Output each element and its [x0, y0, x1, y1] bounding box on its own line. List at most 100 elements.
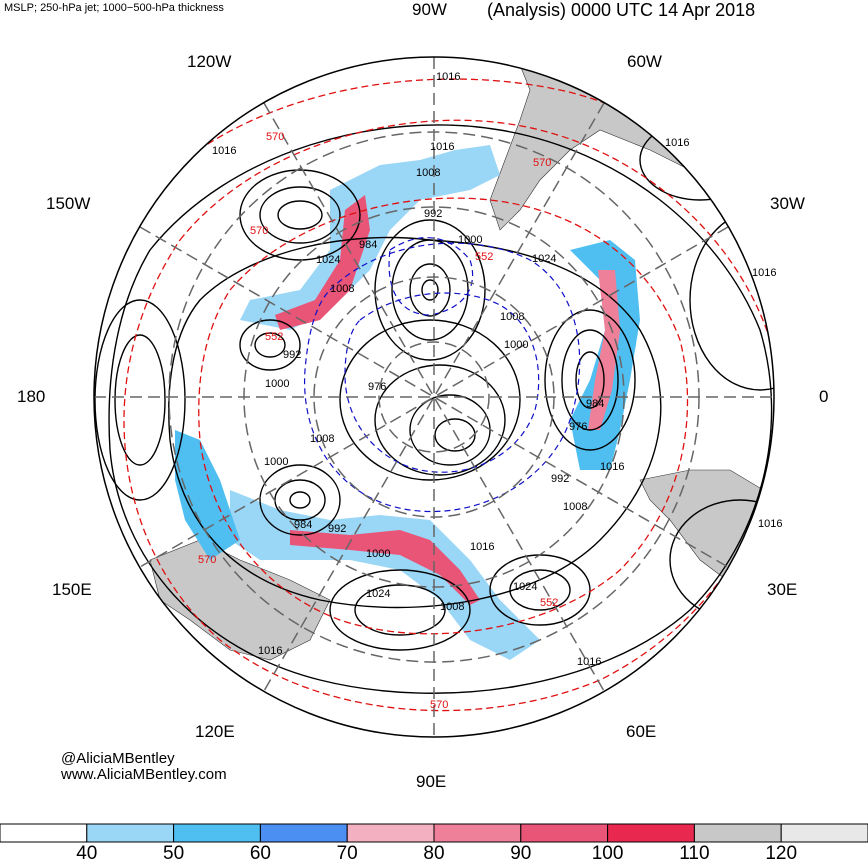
low-thickness-contour [303, 242, 581, 513]
jet-atlantic-core [588, 270, 620, 430]
pressure-label: 984 [359, 239, 377, 251]
colorbar-swatch [520, 823, 609, 843]
pressure-label: 992 [424, 208, 442, 220]
pressure-label: 1016 [436, 71, 460, 83]
mslp-contour [409, 394, 491, 466]
jet-speed-colorbar [0, 823, 868, 843]
pressure-label: 1024 [366, 588, 390, 600]
thickness-contour [123, 119, 774, 712]
colorbar-swatch [86, 823, 175, 843]
lon-label-120w: 120W [187, 52, 232, 71]
lon-label-120e: 120E [195, 722, 235, 741]
pressure-label: 1000 [264, 456, 288, 468]
pressure-label: 1016 [600, 461, 624, 473]
mslp-contour [434, 418, 476, 452]
colorbar-swatch [259, 823, 348, 843]
jet-siberia-core [290, 530, 480, 605]
pressure-label: 1000 [458, 234, 482, 246]
lon-label-150w: 150W [46, 194, 91, 213]
pressure-label: 1008 [440, 601, 464, 613]
latitude-circle [378, 341, 490, 453]
latitude-circle [243, 206, 625, 588]
colorbar-tick-label: 110 [679, 843, 710, 864]
mslp-contour [409, 263, 451, 317]
pressure-label: 1016 [752, 267, 776, 279]
credit-handle: @AliciaMBentley [61, 750, 175, 767]
colorbar-swatch [0, 823, 88, 843]
mslp-contour [277, 200, 323, 230]
low-thickness-contours [303, 237, 581, 513]
pressure-label: 1000 [265, 378, 289, 390]
pressure-label: 1016 [470, 541, 494, 553]
lon-label-30e: 30E [767, 580, 798, 599]
pressure-label: 1024 [532, 253, 556, 265]
mslp-contour [561, 329, 619, 431]
thickness-label: 570 [198, 554, 216, 566]
lon-label-0: 0 [819, 387, 829, 406]
pressure-label: 992 [551, 473, 569, 485]
lon-label-90w: 90W [412, 0, 447, 19]
map-title: (Analysis) 0000 UTC 14 Apr 2018 [487, 0, 756, 20]
mslp-contour [354, 584, 446, 636]
meridian-150w-30e [139, 226, 729, 568]
mslp-contour [289, 491, 311, 509]
mslp-contour [374, 364, 506, 476]
mslp-contour [339, 319, 521, 481]
colorbar-swatch [433, 823, 522, 843]
pressure-label: 1024 [513, 581, 537, 593]
pressure-label: 1016 [212, 145, 236, 157]
pressure-label: 1016 [758, 518, 782, 530]
meridian-120w-60e [263, 102, 605, 692]
colorbar-tick-label: 70 [336, 843, 358, 864]
latitude-circle [313, 276, 555, 518]
colorbar-swatch [693, 823, 782, 843]
credit-website: www.AliciaMBentley.com [61, 766, 227, 783]
pressure-label: 1016 [577, 656, 601, 668]
colorbar-swatch [173, 823, 261, 843]
pressure-label: 1024 [316, 254, 340, 266]
land-north-america [489, 57, 761, 231]
mslp-contour [108, 124, 773, 694]
mslp-contour [639, 119, 761, 201]
pressure-label: 992 [328, 523, 346, 535]
mslp-contour [421, 279, 439, 301]
mslp-contour [239, 169, 361, 261]
mslp-contour [259, 186, 341, 244]
pressure-label: 992 [283, 349, 301, 361]
thickness-label: 570 [266, 131, 284, 143]
pressure-label: 1008 [563, 501, 587, 513]
lon-label-180: 180 [17, 387, 46, 406]
thickness-label: 570 [250, 225, 268, 237]
pressure-label: 1008 [500, 311, 524, 323]
map-subtitle: MSLP; 250-hPa jet; 1000−500-hPa thicknes… [4, 2, 224, 14]
pressure-label: 1016 [430, 141, 454, 153]
mslp-contour [329, 569, 471, 651]
pressure-label: 1000 [504, 339, 528, 351]
mslp-contour [391, 239, 469, 341]
lon-label-60e: 60E [626, 722, 657, 741]
pressure-label: 1016 [665, 137, 689, 149]
mslp-contour [575, 351, 605, 409]
pressure-label: 1016 [258, 645, 282, 657]
mslp-contour [94, 299, 186, 501]
jet-west-pacific [175, 430, 240, 560]
mslp-contour [239, 319, 301, 371]
meridian-60w-120e [263, 102, 605, 692]
colorbar-swatch [780, 823, 868, 843]
low-thickness-contour [344, 292, 540, 473]
latitude-circle [168, 131, 700, 663]
thickness-label: 552 [475, 251, 493, 263]
colorbar-tick-label: 40 [76, 843, 98, 864]
mslp-contour [254, 332, 286, 358]
thickness-contour [198, 197, 689, 635]
contour-labels: 1016 1016 1016 1016 1016 1016 1016 1016 … [198, 71, 782, 711]
mslp-contour [374, 219, 486, 361]
thickness-label: 552 [540, 597, 558, 609]
mslp-contour [544, 309, 636, 451]
thickness-label: 570 [533, 157, 551, 169]
polar-stereographic-map: 1016 1016 1016 1016 1016 1016 1016 1016 … [93, 56, 782, 738]
pressure-label: 1000 [366, 548, 390, 560]
mslp-contour [168, 236, 662, 609]
colorbar-tick-label: 60 [249, 843, 271, 864]
pressure-label: 984 [294, 519, 312, 531]
